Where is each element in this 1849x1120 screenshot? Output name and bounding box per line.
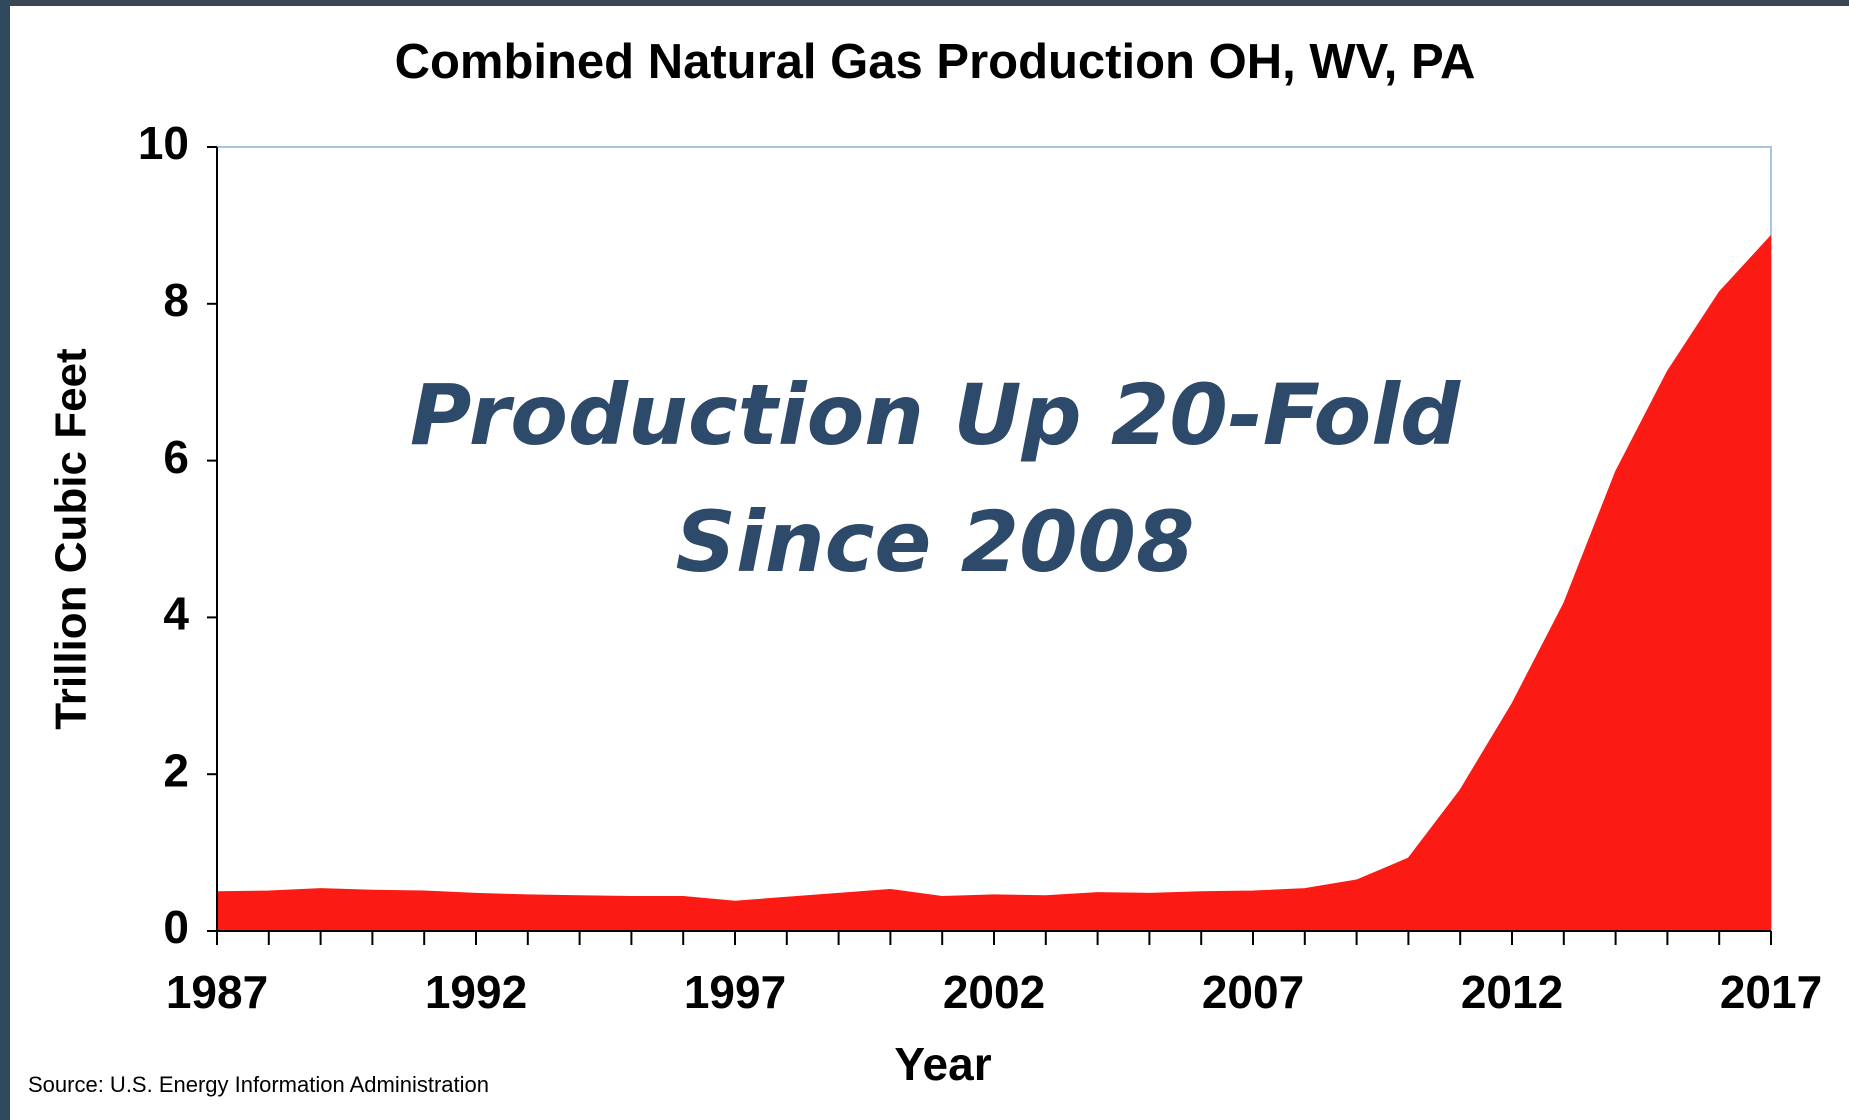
y-tick-label: 8: [163, 274, 189, 326]
y-tick-label: 4: [163, 588, 189, 640]
page: {"chart_data": {"type": "area", "title":…: [0, 0, 1849, 1120]
x-tick-label: 2002: [943, 966, 1045, 1018]
photo-edge: [0, 0, 1849, 6]
x-tick-label: 1987: [166, 966, 268, 1018]
y-tick-label: 0: [163, 901, 189, 953]
y-tick-label: 2: [163, 744, 189, 796]
x-axis-label: Year: [894, 1038, 991, 1090]
x-tick-label: 2007: [1202, 966, 1304, 1018]
y-tick-label: 10: [138, 117, 189, 169]
x-tick-label: 2012: [1461, 966, 1563, 1018]
x-tick-label: 1997: [684, 966, 786, 1018]
x-tick-label: 2017: [1720, 966, 1822, 1018]
y-axis-label: Trillion Cubic Feet: [47, 348, 96, 730]
y-tick-label: 6: [163, 431, 189, 483]
photo-edge: [0, 0, 10, 1120]
source-note: Source: U.S. Energy Information Administ…: [28, 1072, 489, 1097]
chart: Combined Natural Gas Production OH, WV, …: [0, 0, 1849, 1120]
annotation: Production Up 20-Fold: [410, 366, 1461, 464]
x-tick-label: 1992: [425, 966, 527, 1018]
annotation: Since 2008: [676, 493, 1195, 591]
chart-title: Combined Natural Gas Production OH, WV, …: [395, 35, 1476, 89]
